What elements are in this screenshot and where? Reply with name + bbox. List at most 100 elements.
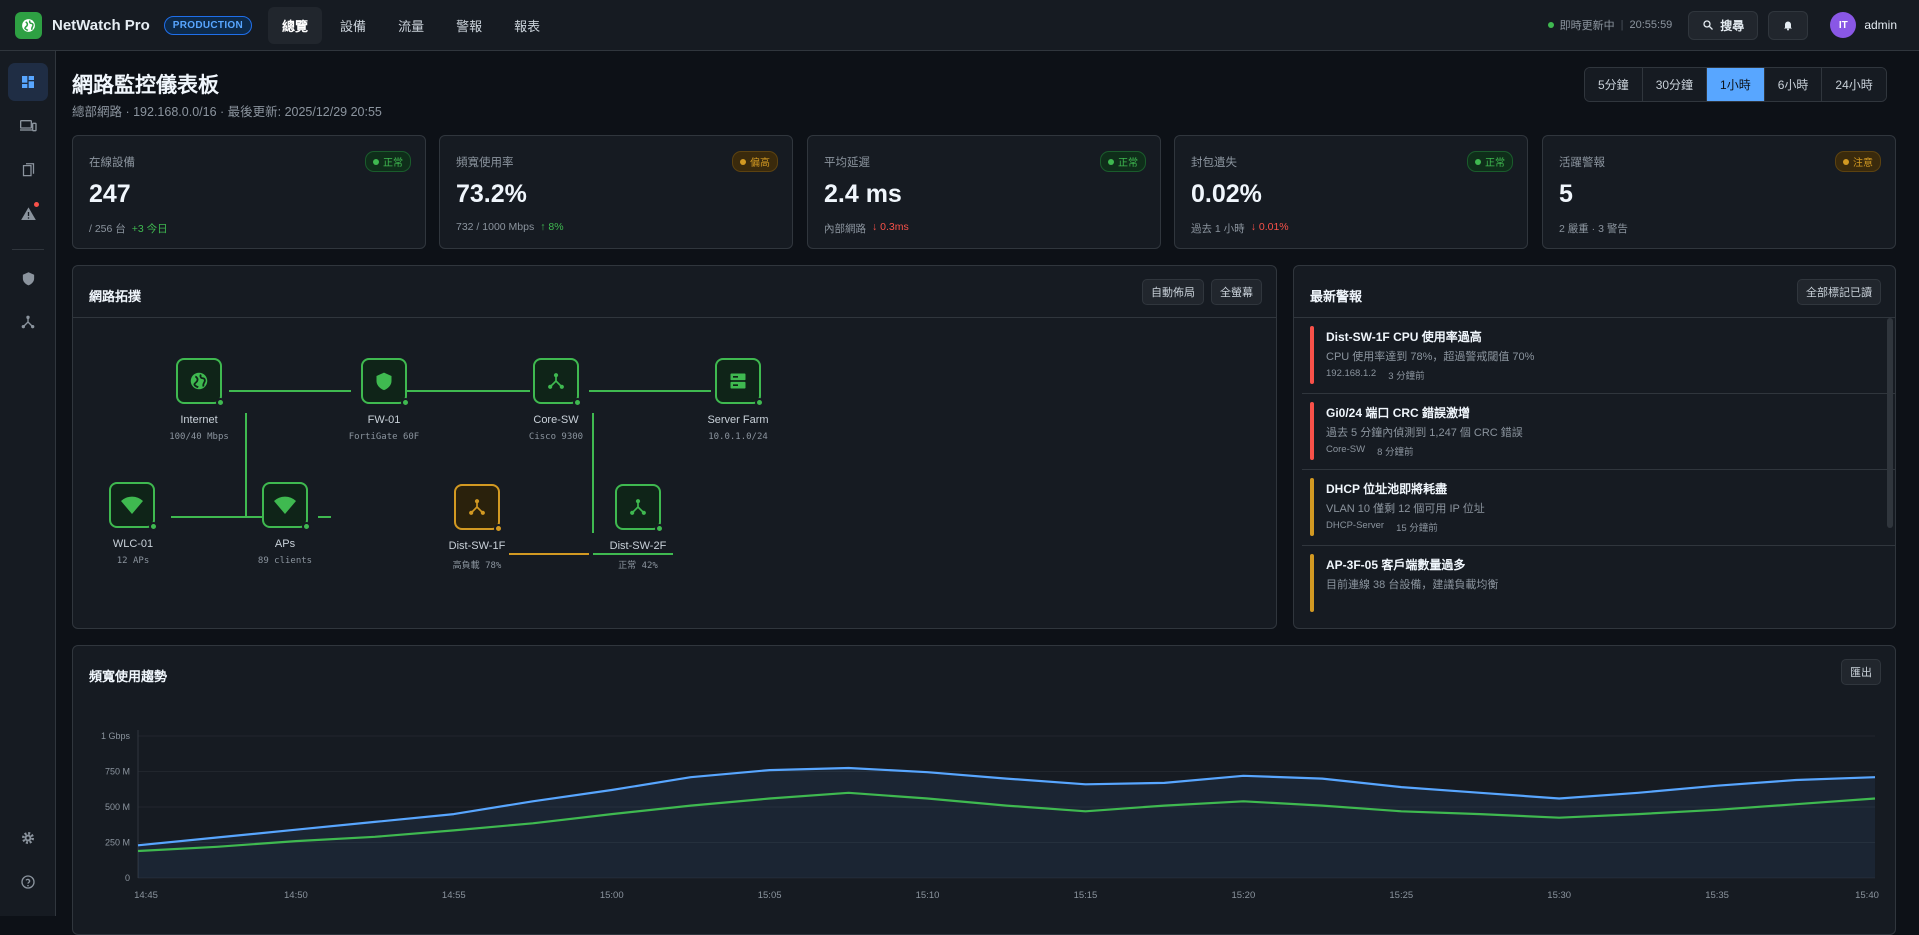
kpi-card-bandwidth[interactable]: 頻寬使用率 偏高 73.2% 732 / 1000 Mbps ↑ 8% (439, 135, 793, 249)
alert-item[interactable]: DHCP 位址池即將耗盡 VLAN 10 僅剩 12 個可用 IP 位址 DHC… (1302, 470, 1895, 546)
node-label: FW-01 (367, 414, 401, 426)
sidebar-item-bookmarks[interactable] (8, 151, 48, 189)
nav-overview[interactable]: 總覽 (268, 6, 323, 44)
node-label: Dist-SW-2F (609, 540, 667, 552)
gear-icon (22, 832, 34, 844)
severity-bar (1310, 554, 1314, 612)
kpi-footer: 過去 1 小時 ↓ 0.01% (1191, 221, 1289, 235)
kpi-label: 在線設備 (89, 157, 135, 169)
sidebar-item-dashboard[interactable] (8, 63, 48, 101)
devices-icon (20, 120, 37, 132)
kpi-card-latency[interactable]: 平均延遲 正常 2.4 ms 內部網路 ↓ 0.3ms (807, 135, 1161, 249)
node-sub: Cisco 9300 (528, 432, 584, 442)
x-tick-label: 15:35 (1705, 890, 1729, 901)
live-dot (1547, 22, 1554, 28)
range-30m[interactable]: 30分鐘 (1642, 68, 1708, 101)
sidebar-item-alerts[interactable] (8, 195, 48, 233)
user-name[interactable]: admin (1864, 18, 1897, 32)
search-icon (1703, 20, 1714, 30)
sidebar-item-security[interactable] (8, 259, 48, 297)
fullscreen-button[interactable]: 全螢幕 (1211, 279, 1262, 305)
alert-item[interactable]: AP-3F-05 客戶端數量過多 目前連線 38 台設備，建議負載均衡 (1302, 546, 1895, 622)
search-button[interactable]: 搜尋 (1688, 10, 1759, 40)
bell-icon (1784, 21, 1793, 31)
status-dot (573, 398, 582, 407)
panel-divider (1294, 317, 1895, 318)
auto-layout-button[interactable]: 自動佈局 (1142, 279, 1204, 305)
range-5m[interactable]: 5分鐘 (1585, 68, 1643, 101)
alert-list: Dist-SW-1F CPU 使用率過高 CPU 使用率達到 78%，超過警戒閾… (1294, 318, 1895, 628)
range-6h[interactable]: 6小時 (1764, 68, 1823, 101)
sidebar-item-topology[interactable] (8, 303, 48, 341)
nav-alerts[interactable]: 警報 (456, 18, 483, 34)
kpi-card-packet-loss[interactable]: 封包遺失 正常 0.02% 過去 1 小時 ↓ 0.01% (1174, 135, 1528, 249)
kpi-value: 247 (89, 180, 131, 208)
x-tick-label: 15:10 (916, 890, 940, 901)
alerts-panel: 最新警報 全部標記已讀 Dist-SW-1F CPU 使用率過高 CPU 使用率… (1293, 265, 1896, 629)
nav-reports[interactable]: 報表 (514, 18, 541, 34)
node-internet[interactable] (176, 358, 225, 407)
sidebar-item-settings[interactable] (8, 819, 48, 857)
app-name: NetWatch Pro (52, 16, 150, 34)
notifications-button[interactable] (1768, 10, 1809, 40)
export-button[interactable]: 匯出 (1841, 659, 1881, 685)
status-dot (216, 398, 225, 407)
severity-bar (1310, 326, 1314, 384)
node-label: WLC-01 (112, 538, 154, 550)
kpi-footer: / 256 台 +3 今日 (89, 223, 168, 235)
kpi-value: 0.02% (1191, 180, 1262, 208)
y-tick-label: 0 (125, 873, 130, 883)
node-dist-sw-1f[interactable] (454, 484, 503, 533)
node-wlc[interactable] (109, 482, 158, 531)
status-badge: 正常 (1100, 151, 1146, 172)
node-server-farm[interactable] (715, 358, 764, 407)
nav-traffic[interactable]: 流量 (398, 18, 425, 34)
series-line-outbound (137, 791, 1876, 853)
mark-all-read-button[interactable]: 全部標記已讀 (1797, 279, 1881, 305)
severity-bar (1310, 478, 1314, 536)
x-tick-label: 14:45 (134, 890, 158, 901)
app-logo[interactable] (15, 11, 42, 39)
alerts-title: 最新警報 (1310, 289, 1363, 304)
kpi-value: 73.2% (456, 180, 527, 208)
y-tick-label: 1 Gbps (101, 731, 131, 741)
x-tick-label: 15:20 (1231, 890, 1255, 901)
alert-item[interactable]: Gi0/24 端口 CRC 錯誤激增 過去 5 分鐘內偵測到 1,247 個 C… (1302, 394, 1895, 470)
topology-icon (630, 499, 646, 515)
node-firewall[interactable] (361, 358, 410, 407)
severity-bar (1310, 402, 1314, 460)
kpi-card-active-alerts[interactable]: 活躍警報 注意 5 2 嚴重 · 3 警告 (1542, 135, 1896, 249)
x-tick-label: 14:55 (442, 890, 466, 901)
x-tick-label: 15:00 (600, 890, 624, 901)
node-dist-sw-2f[interactable] (615, 484, 664, 533)
status-badge: 注意 (1835, 151, 1881, 172)
avatar[interactable]: IT (1830, 12, 1857, 38)
status-badge: 正常 (1467, 151, 1513, 172)
globe-icon (190, 372, 208, 390)
sidebar-item-help[interactable] (8, 863, 48, 901)
topology-panel: 網路拓撲 自動佈局 全螢幕 Internet 100/40 Mbps (72, 265, 1277, 629)
node-core-switch[interactable] (533, 358, 582, 407)
alert-indicator-dot (34, 202, 39, 207)
topology-title: 網路拓撲 (89, 289, 142, 304)
x-tick-label: 15:05 (758, 890, 782, 901)
range-1h[interactable]: 1小時 (1707, 68, 1765, 101)
node-label: Dist-SW-1F (448, 540, 506, 552)
chart-title: 頻寬使用趨勢 (89, 669, 168, 684)
kpi-label: 封包遺失 (1191, 157, 1237, 169)
y-tick-label: 750 M (105, 767, 130, 777)
kpi-footer: 2 嚴重 · 3 警告 (1559, 223, 1628, 235)
alert-item[interactable]: Dist-SW-1F CPU 使用率過高 CPU 使用率達到 78%，超過警戒閾… (1302, 318, 1895, 394)
nav-devices[interactable]: 設備 (340, 18, 367, 34)
kpi-card-online-devices[interactable]: 在線設備 正常 247 / 256 台 +3 今日 (72, 135, 426, 249)
alert-desc: CPU 使用率達到 78%，超過警戒閾值 70% (1326, 351, 1535, 363)
node-aps[interactable] (262, 482, 311, 531)
topology-icon (21, 315, 35, 329)
range-24h[interactable]: 24小時 (1822, 68, 1886, 101)
help-icon (21, 875, 35, 889)
main-nav: 總覽 設備 流量 警報 報表 (268, 6, 554, 44)
bandwidth-chart: 0 250 M 500 M 750 M 1 Gbps 14:45 14:50 14:55 15:… (101, 730, 1879, 901)
scrollbar[interactable] (1887, 318, 1893, 528)
series-area (138, 767, 1875, 878)
sidebar-item-devices[interactable] (8, 107, 48, 145)
